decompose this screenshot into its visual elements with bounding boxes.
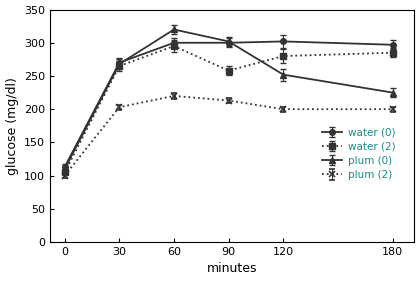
X-axis label: minutes: minutes (207, 262, 257, 275)
Y-axis label: glucose (mg/dl): glucose (mg/dl) (5, 77, 18, 175)
Legend: water (0), water (2), plum (0), plum (2): water (0), water (2), plum (0), plum (2) (318, 124, 398, 183)
